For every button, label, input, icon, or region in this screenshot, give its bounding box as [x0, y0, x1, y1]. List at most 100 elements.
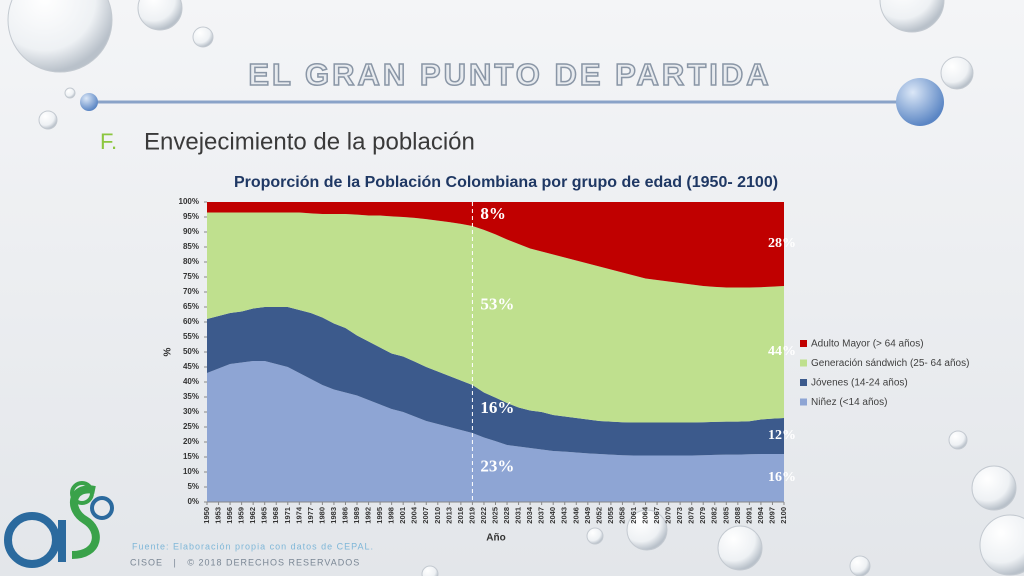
x-tick-label: 2091	[744, 507, 753, 524]
legend-label: Niñez (<14 años)	[811, 397, 887, 408]
x-tick-label: 2028	[502, 507, 511, 524]
x-tick-label: 2085	[721, 507, 730, 524]
x-tick-label: 2052	[594, 507, 603, 524]
y-tick-label: 65%	[183, 302, 199, 311]
x-tick-label: 2061	[629, 507, 638, 524]
x-tick-label: 2004	[410, 506, 419, 524]
x-tick-label: 1971	[283, 507, 292, 524]
x-tick-label: 1986	[340, 507, 349, 524]
slide-title: EL GRAN PUNTO DE PARTIDA	[248, 57, 771, 92]
x-tick-label: 1959	[237, 507, 246, 524]
legend-label: Generación sándwich (25- 64 años)	[811, 358, 969, 369]
x-tick-label: 2022	[479, 507, 488, 524]
rule-end	[896, 78, 944, 126]
x-tick-label: 1980	[317, 507, 326, 524]
x-tick-label: 2031	[514, 507, 523, 524]
y-tick-label: 55%	[183, 332, 199, 341]
x-tick-label: 2055	[606, 507, 615, 524]
data-label: 16%	[768, 470, 796, 485]
y-tick-label: 40%	[183, 377, 199, 386]
legend-label: Jóvenes (14-24 años)	[811, 378, 908, 389]
y-tick-label: 45%	[183, 362, 199, 371]
x-tick-label: 2034	[525, 506, 534, 524]
x-tick-label: 1953	[214, 507, 223, 524]
legend-swatch	[800, 359, 807, 367]
y-tick-label: 5%	[187, 482, 199, 491]
x-tick-label: 1983	[329, 507, 338, 524]
x-tick-label: 1989	[352, 507, 361, 524]
y-tick-label: 90%	[183, 227, 199, 236]
x-tick-label: 1956	[225, 507, 234, 524]
x-tick-label: 2007	[421, 507, 430, 524]
y-tick-label: 0%	[187, 497, 199, 506]
x-tick-label: 2058	[617, 507, 626, 524]
x-tick-label: 2079	[698, 507, 707, 524]
x-axis-label: Año	[486, 533, 505, 544]
y-tick-label: 20%	[183, 437, 199, 446]
section-letter: F.	[100, 129, 117, 154]
x-tick-label: 2070	[664, 507, 673, 524]
x-tick-label: 2073	[675, 507, 684, 524]
x-tick-label: 2049	[583, 507, 592, 524]
logo	[4, 481, 114, 568]
x-tick-label: 1977	[306, 507, 315, 524]
x-tick-label: 2097	[767, 507, 776, 524]
y-tick-label: 10%	[183, 467, 199, 476]
x-tick-label: 2013	[444, 507, 453, 524]
x-tick-label: 1992	[364, 507, 373, 524]
data-label: 8%	[480, 204, 506, 223]
source-note: Fuente: Elaboración propia con datos de …	[132, 541, 374, 551]
x-tick-label: 2040	[548, 507, 557, 524]
data-label: 23%	[480, 456, 514, 475]
x-tick-label: 2019	[467, 507, 476, 524]
x-tick-label: 2037	[537, 507, 546, 524]
legend-swatch	[800, 398, 807, 406]
y-tick-label: 15%	[183, 452, 199, 461]
x-tick-label: 2100	[779, 507, 788, 524]
section-title: Envejecimiento de la población	[144, 128, 475, 155]
x-tick-label: 2010	[433, 507, 442, 524]
y-tick-label: 70%	[183, 287, 199, 296]
x-tick-label: 1950	[202, 507, 211, 524]
x-tick-label: 2094	[756, 506, 765, 524]
x-tick-label: 2025	[490, 507, 499, 524]
legend-label: Adulto Mayor (> 64 años)	[811, 339, 924, 350]
x-tick-label: 1968	[271, 507, 280, 524]
y-tick-label: 25%	[183, 422, 199, 431]
rule-end	[80, 93, 98, 111]
x-tick-label: 2001	[398, 507, 407, 524]
x-tick-label: 2043	[560, 507, 569, 524]
x-tick-label: 2076	[687, 507, 696, 524]
y-tick-label: 95%	[183, 212, 199, 221]
area	[207, 202, 784, 288]
x-tick-label: 1965	[260, 507, 269, 524]
data-label: 44%	[768, 344, 796, 359]
y-tick-label: 75%	[183, 272, 199, 281]
x-tick-label: 2064	[641, 506, 650, 524]
y-axis-label: %	[163, 347, 174, 356]
data-label: 12%	[768, 428, 796, 443]
x-tick-label: 2067	[652, 507, 661, 524]
decorations	[7, 0, 1024, 576]
x-tick-label: 2082	[710, 507, 719, 524]
footer-rights: CISOE | © 2018 DERECHOS RESERVADOS	[130, 557, 360, 567]
x-tick-label: 1974	[294, 506, 303, 524]
x-tick-label: 2088	[733, 507, 742, 524]
area	[207, 361, 784, 502]
y-tick-label: 50%	[183, 347, 199, 356]
legend-swatch	[800, 340, 807, 347]
data-label: 28%	[768, 236, 796, 251]
data-label: 53%	[480, 294, 514, 313]
y-tick-label: 100%	[179, 197, 199, 206]
y-tick-label: 30%	[183, 407, 199, 416]
y-tick-label: 80%	[183, 257, 199, 266]
area	[207, 307, 784, 456]
chart-title: Proporción de la Población Colombiana po…	[234, 174, 778, 191]
data-label: 16%	[480, 398, 514, 417]
area	[207, 212, 784, 423]
x-tick-label: 2046	[571, 507, 580, 524]
x-tick-label: 2016	[456, 507, 465, 524]
chart: 23% 16% 16% 12% 53% 44% 8% 28% 0% 5% 10% 15% 20% 25% 3…	[179, 197, 970, 524]
x-tick-label: 1995	[375, 507, 384, 524]
